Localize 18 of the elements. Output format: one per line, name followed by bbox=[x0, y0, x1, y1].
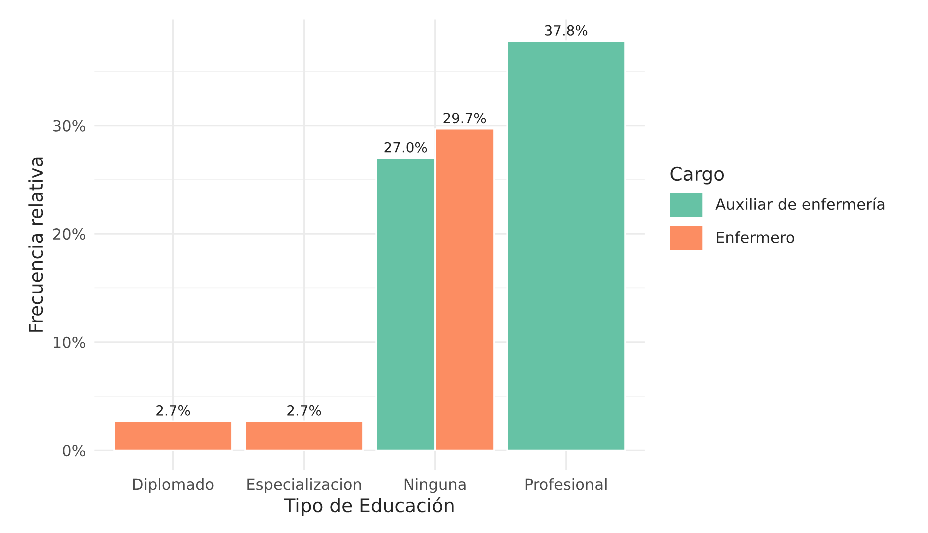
y-tick-label: 0% bbox=[63, 445, 86, 457]
y-tick-label: 20% bbox=[53, 228, 86, 240]
y-tick-label: 30% bbox=[54, 120, 86, 132]
x-tick-label: Profesional bbox=[526, 478, 607, 490]
x-tick-label: Ninguna bbox=[404, 478, 466, 494]
data-label: 2.7% bbox=[288, 405, 322, 416]
data-label: 2.7% bbox=[156, 405, 190, 416]
y-axis-title: Frecuencia relativa bbox=[28, 158, 44, 332]
legend-title: Cargo bbox=[670, 166, 724, 185]
data-label: 27.0% bbox=[384, 142, 428, 153]
x-axis-title: Tipo de Educación bbox=[284, 497, 454, 516]
x-tick-label: Diplomado bbox=[133, 478, 214, 494]
data-label: 29.7% bbox=[444, 113, 486, 124]
legend-label: Enfermero bbox=[717, 232, 794, 244]
data-label: 37.8% bbox=[545, 25, 588, 36]
y-tick-label: 10% bbox=[54, 336, 86, 348]
legend-label: Auxiliar de enfermería bbox=[716, 198, 885, 210]
x-tick-label: Especializacion bbox=[248, 478, 362, 494]
